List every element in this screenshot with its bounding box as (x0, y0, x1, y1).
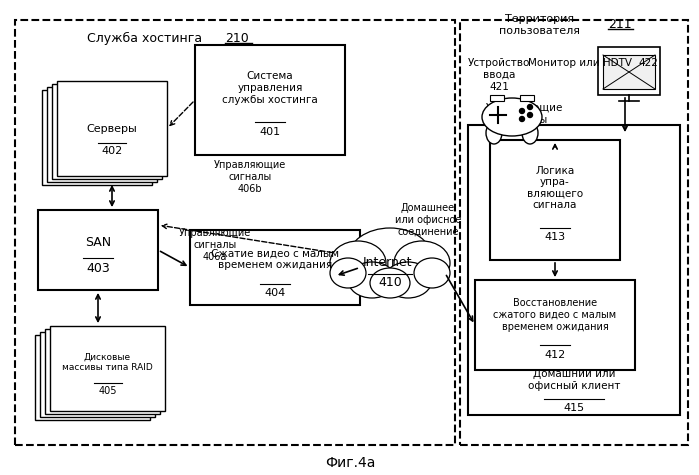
Ellipse shape (414, 258, 450, 288)
Ellipse shape (330, 258, 366, 288)
Text: Территория
пользователя: Территория пользователя (500, 14, 580, 36)
Text: 410: 410 (378, 276, 402, 289)
Text: Устройство
ввода
421: Устройство ввода 421 (468, 58, 530, 92)
Bar (460, 20, 688, 445)
Ellipse shape (394, 241, 450, 285)
Text: 210: 210 (225, 31, 249, 45)
Circle shape (528, 104, 533, 110)
Circle shape (528, 113, 533, 117)
Text: Управляющие
сигналы
406b: Управляющие сигналы 406b (214, 161, 286, 194)
Ellipse shape (486, 122, 502, 144)
Bar (603, 55, 655, 89)
Text: 405: 405 (99, 386, 117, 396)
Bar (490, 95, 504, 101)
Bar (57, 81, 167, 176)
Bar (520, 95, 534, 101)
Bar (195, 45, 345, 155)
Ellipse shape (482, 98, 542, 136)
Text: Служба хостинга: Служба хостинга (87, 31, 203, 45)
Bar (52, 84, 162, 179)
Text: 404: 404 (264, 287, 286, 297)
Text: Система
управления
службы хостинга: Система управления службы хостинга (222, 71, 318, 104)
Text: 211: 211 (608, 18, 632, 30)
Bar (47, 87, 157, 182)
Text: Internet: Internet (363, 256, 412, 268)
Bar (190, 230, 360, 305)
Bar (42, 90, 152, 185)
Text: Управляющие
сигналы
406a: Управляющие сигналы 406a (179, 228, 251, 262)
Ellipse shape (370, 268, 410, 298)
Text: 415: 415 (563, 403, 584, 413)
Text: Дисковые
массивы типа RAID: Дисковые массивы типа RAID (62, 353, 153, 372)
Text: Фиг.4а: Фиг.4а (325, 456, 375, 470)
Bar (50, 326, 165, 411)
Text: 403: 403 (86, 262, 110, 275)
Text: Управляющие
сигналы
406: Управляющие сигналы 406 (486, 104, 563, 137)
Ellipse shape (348, 228, 432, 288)
Text: Восстановление
сжатого видео с малым
временем ожидания: Восстановление сжатого видео с малым вре… (493, 298, 617, 332)
Circle shape (519, 108, 524, 114)
Bar (490, 140, 620, 260)
Bar (40, 332, 155, 417)
Ellipse shape (348, 262, 396, 298)
Text: 402: 402 (101, 145, 122, 155)
Bar (468, 125, 680, 415)
Circle shape (519, 116, 524, 122)
Bar (38, 210, 158, 290)
Bar (35, 335, 150, 420)
Ellipse shape (522, 122, 538, 144)
Bar (45, 329, 160, 414)
Text: 401: 401 (259, 127, 280, 137)
Ellipse shape (330, 241, 386, 285)
Text: 422: 422 (638, 58, 658, 68)
Text: 412: 412 (545, 350, 565, 360)
Bar (15, 20, 455, 445)
Text: Домашний или
офисный клиент: Домашний или офисный клиент (528, 369, 620, 391)
Ellipse shape (384, 262, 432, 298)
Bar (598, 47, 660, 95)
Text: Серверы: Серверы (87, 124, 138, 133)
Text: Монитор или HDTV: Монитор или HDTV (528, 58, 632, 68)
Text: Сжатие видео с малым
временем ожидания: Сжатие видео с малым временем ожидания (211, 249, 339, 270)
Text: Домашнее
или офисное
соединение: Домашнее или офисное соединение (395, 203, 461, 237)
Text: Логика
упра-
вляющего
сигнала: Логика упра- вляющего сигнала (527, 166, 583, 210)
Text: 413: 413 (545, 232, 565, 242)
Bar (475, 280, 635, 370)
Text: SAN: SAN (85, 236, 111, 248)
